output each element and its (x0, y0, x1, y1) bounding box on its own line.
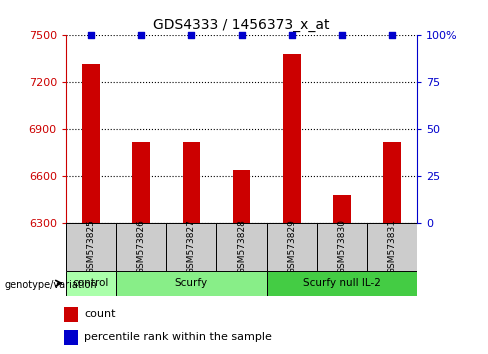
Text: Scurfy: Scurfy (175, 278, 208, 288)
Bar (116, 271, 266, 296)
Bar (233, 170, 250, 223)
Text: GSM573825: GSM573825 (86, 219, 96, 274)
Point (87, 33, 95, 38)
Bar (183, 142, 200, 223)
Bar (132, 142, 150, 223)
Bar (283, 54, 301, 223)
Title: GDS4333 / 1456373_x_at: GDS4333 / 1456373_x_at (153, 18, 330, 32)
Bar (82, 63, 100, 223)
Bar (317, 223, 367, 271)
Text: genotype/variation: genotype/variation (5, 280, 98, 290)
Bar (66, 223, 116, 271)
Bar (64, 307, 78, 322)
Text: GSM573831: GSM573831 (387, 219, 397, 274)
Point (238, 33, 245, 38)
Point (388, 33, 396, 38)
Text: control: control (73, 278, 109, 288)
Text: GSM573826: GSM573826 (137, 219, 146, 274)
Point (187, 33, 195, 38)
Bar (64, 330, 78, 344)
Text: GSM573829: GSM573829 (287, 219, 296, 274)
Point (137, 33, 145, 38)
Bar (333, 195, 351, 223)
Text: count: count (84, 309, 116, 319)
Text: Scurfy null IL-2: Scurfy null IL-2 (303, 278, 381, 288)
Text: GSM573830: GSM573830 (337, 219, 346, 274)
Bar (217, 223, 266, 271)
Bar (367, 223, 417, 271)
Point (288, 33, 296, 38)
Point (338, 33, 346, 38)
Text: GSM573828: GSM573828 (237, 219, 246, 274)
Bar (266, 271, 417, 296)
Text: GSM573827: GSM573827 (187, 219, 196, 274)
Text: percentile rank within the sample: percentile rank within the sample (84, 332, 272, 342)
Bar (384, 142, 401, 223)
Bar (116, 223, 166, 271)
Bar (166, 223, 217, 271)
Bar (266, 223, 317, 271)
Bar (66, 271, 116, 296)
